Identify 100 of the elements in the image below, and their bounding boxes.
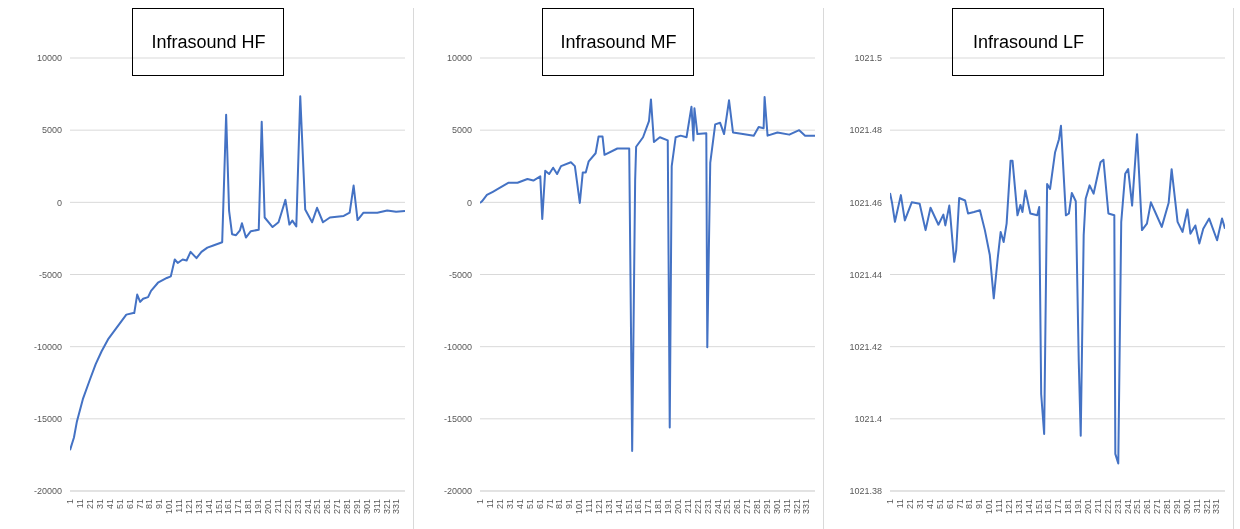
line-series (890, 124, 1225, 465)
x-tick-label: 61 (534, 499, 545, 510)
x-tick-label: 301 (361, 499, 372, 515)
x-tick-label: 11 (895, 499, 906, 509)
x-tick-label: 131 (603, 499, 614, 515)
x-tick-label: 91 (564, 499, 575, 510)
x-tick-label: 111 (994, 499, 1005, 513)
x-tick-label: 231 (1112, 499, 1123, 515)
x-tick-label: 311 (1191, 499, 1202, 514)
x-tick-label: 311 (781, 499, 792, 514)
x-tick-label: 151 (623, 499, 634, 515)
x-tick-label: 21 (495, 499, 506, 510)
x-tick-label: 51 (524, 499, 535, 510)
x-tick-label: 211 (272, 499, 283, 514)
x-tick-label: 321 (381, 499, 392, 515)
x-tick-label: 111 (174, 499, 185, 513)
x-tick-label: 51 (114, 499, 125, 510)
x-tick-label: 271 (332, 499, 343, 515)
x-tick-label: 211 (1092, 499, 1103, 514)
x-tick-label: 81 (554, 499, 565, 510)
x-tick-label: 231 (702, 499, 713, 515)
x-tick-label: 171 (643, 499, 654, 515)
line-series (480, 96, 815, 452)
y-tick-label: -15000 (443, 414, 472, 425)
x-tick-label: 211 (682, 499, 693, 514)
y-tick-label: 0 (466, 197, 472, 208)
x-tick-label: 331 (391, 499, 402, 515)
x-tick-label: 321 (1201, 499, 1212, 515)
x-tick-label: 101 (984, 499, 995, 515)
x-tick-label: 241 (1122, 499, 1133, 515)
x-tick-label: 181 (1063, 499, 1074, 515)
chart-title: Infrasound MF (560, 32, 677, 52)
x-tick-label: 51 (934, 499, 945, 510)
x-tick-label: 121 (1003, 499, 1014, 515)
y-tick-label: 1021.46 (849, 197, 882, 208)
x-tick-label: 61 (124, 499, 135, 510)
chart-title: Infrasound HF (151, 32, 266, 52)
x-tick-label: 1 (885, 499, 896, 505)
x-tick-label: 31 (505, 499, 516, 510)
x-tick-label: 281 (1162, 499, 1173, 515)
x-tick-label: 201 (1083, 499, 1094, 515)
x-tick-label: 261 (732, 499, 743, 515)
x-tick-label: 71 (134, 499, 145, 510)
x-tick-label: 161 (223, 499, 234, 515)
y-tick-label: 1021.4 (854, 414, 882, 425)
x-tick-label: 31 (95, 499, 106, 510)
x-tick-label: 321 (791, 499, 802, 515)
line-series (70, 95, 405, 452)
x-tick-label: 161 (1043, 499, 1054, 515)
x-tick-label: 141 (613, 499, 624, 515)
x-tick-label: 291 (1171, 499, 1182, 515)
x-tick-label: 301 (1181, 499, 1192, 515)
x-tick-label: 191 (663, 499, 674, 515)
x-tick-label: 291 (351, 499, 362, 515)
y-tick-label: -20000 (33, 486, 62, 497)
y-tick-label: 10000 (36, 53, 62, 64)
x-tick-label: 281 (342, 499, 353, 515)
x-tick-label: 171 (233, 499, 244, 515)
y-tick-label: 1021.48 (849, 125, 882, 136)
x-tick-label: 221 (692, 499, 703, 515)
y-tick-label: 5000 (41, 125, 62, 136)
x-tick-label: 1 (65, 499, 76, 505)
x-tick-label: 331 (1211, 499, 1222, 515)
x-tick-label: 151 (213, 499, 224, 515)
y-tick-label: 1021.5 (854, 53, 882, 64)
x-tick-label: 281 (752, 499, 763, 515)
x-tick-label: 231 (292, 499, 303, 515)
x-tick-label: 221 (1102, 499, 1113, 515)
x-tick-label: 291 (761, 499, 772, 515)
x-tick-label: 201 (673, 499, 684, 515)
x-tick-label: 111 (584, 499, 595, 513)
x-tick-label: 131 (193, 499, 204, 515)
x-tick-label: 161 (633, 499, 644, 515)
x-tick-label: 181 (653, 499, 664, 515)
y-tick-label: 5000 (451, 125, 472, 136)
x-tick-label: 151 (1033, 499, 1044, 515)
x-tick-label: 261 (1142, 499, 1153, 515)
y-tick-label: 10000 (446, 53, 472, 64)
x-tick-label: 141 (203, 499, 214, 515)
x-tick-label: 171 (1053, 499, 1064, 515)
x-tick-label: 41 (514, 499, 525, 510)
x-tick-label: 101 (574, 499, 585, 515)
y-tick-label: -20000 (443, 486, 472, 497)
x-tick-label: 251 (722, 499, 733, 515)
y-tick-label: 1021.42 (849, 341, 882, 352)
x-tick-label: 301 (771, 499, 782, 515)
x-tick-label: 41 (924, 499, 935, 510)
x-tick-label: 21 (85, 499, 96, 510)
x-tick-label: 81 (964, 499, 975, 510)
x-tick-label: 191 (253, 499, 264, 515)
x-tick-label: 251 (312, 499, 323, 515)
x-tick-label: 21 (905, 499, 916, 510)
x-tick-label: 11 (485, 499, 496, 509)
y-tick-label: -15000 (33, 414, 62, 425)
x-tick-label: 261 (322, 499, 333, 515)
x-tick-label: 91 (154, 499, 165, 510)
x-tick-label: 141 (1023, 499, 1034, 515)
y-tick-label: -5000 (448, 269, 472, 280)
x-tick-label: 1 (475, 499, 486, 505)
x-tick-label: 191 (1073, 499, 1084, 515)
